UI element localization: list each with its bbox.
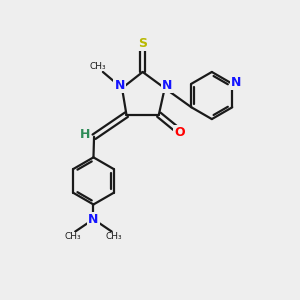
Text: N: N — [115, 79, 125, 92]
Text: N: N — [231, 76, 241, 89]
Text: N: N — [88, 213, 99, 226]
Text: S: S — [138, 37, 147, 50]
Text: CH₃: CH₃ — [106, 232, 122, 242]
Text: CH₃: CH₃ — [89, 61, 106, 70]
Text: H: H — [80, 128, 90, 141]
Text: CH₃: CH₃ — [64, 232, 81, 242]
Text: O: O — [174, 126, 185, 139]
Text: N: N — [162, 79, 172, 92]
